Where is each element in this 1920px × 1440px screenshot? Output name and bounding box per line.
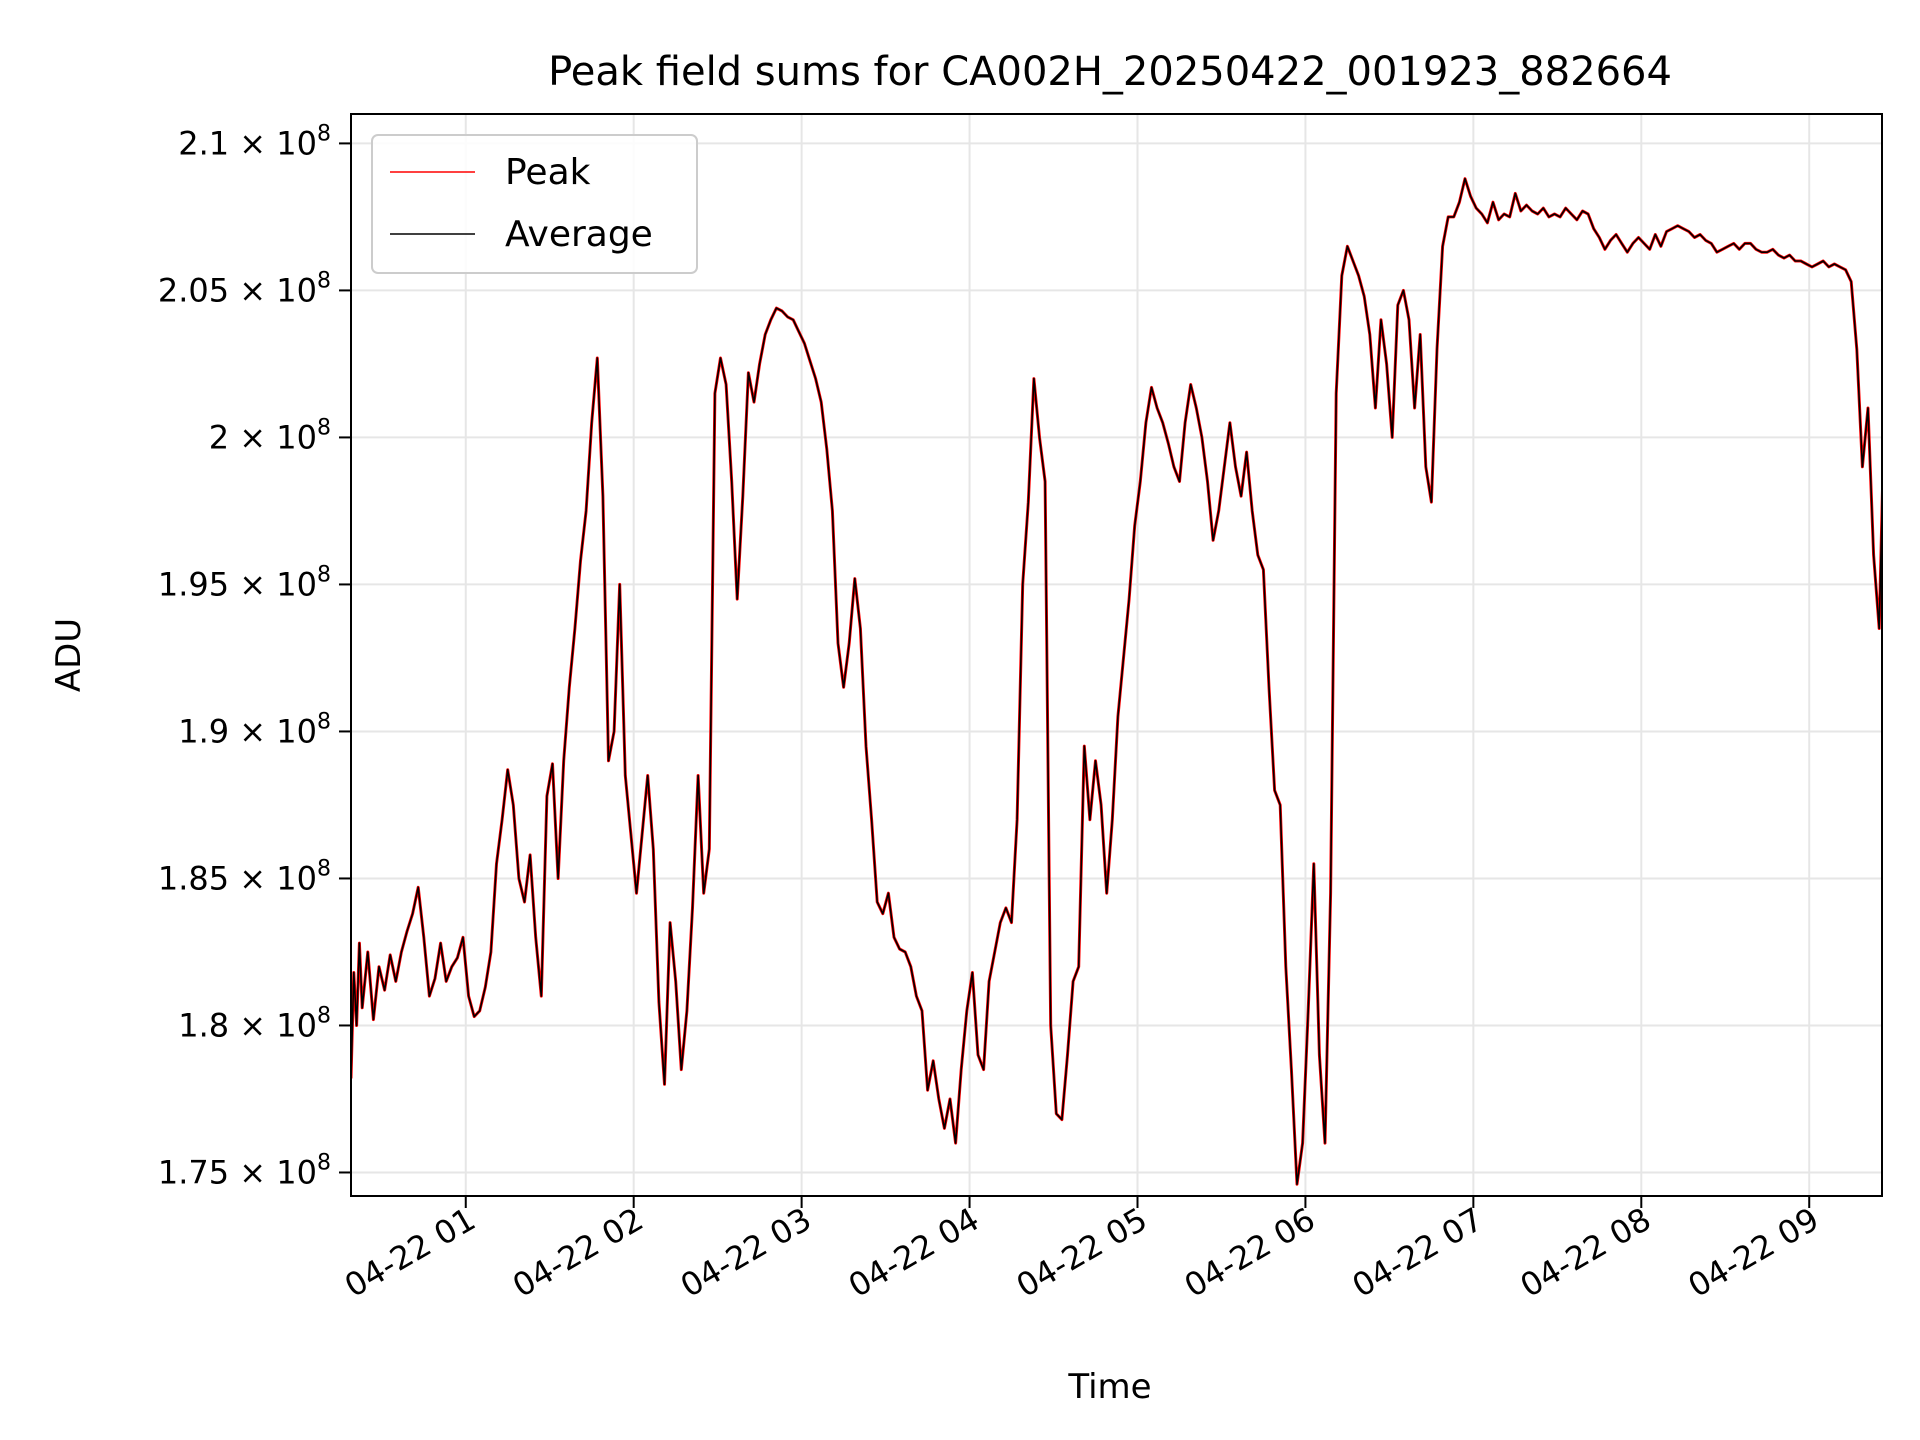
- y-tick-mantissa: 1.8: [178, 1006, 229, 1044]
- y-tick-mantissa: 2.05: [158, 271, 229, 309]
- plot-frame: [350, 113, 1883, 1197]
- y-tick-mantissa: 2: [209, 418, 229, 456]
- y-tick-multiplier: × 10: [229, 565, 317, 603]
- legend-label-average: Average: [505, 214, 653, 255]
- legend: Peak Average: [371, 134, 698, 274]
- y-axis-label: ADU: [49, 618, 89, 692]
- y-tick-exponent: 8: [317, 562, 331, 587]
- plot-area: [351, 177, 1882, 1186]
- y-tick-multiplier: × 10: [229, 1153, 317, 1191]
- y-tick-mantissa: 1.75: [158, 1153, 229, 1191]
- y-tick-mantissa: 2.1: [178, 124, 229, 162]
- grid: [351, 114, 1882, 1196]
- y-tick-label: 2 × 108: [209, 415, 331, 456]
- y-tick-exponent: 8: [317, 268, 331, 293]
- y-tick-multiplier: × 10: [229, 418, 317, 456]
- y-tick-label: 1.95 × 108: [158, 562, 331, 603]
- y-tick-exponent: 8: [317, 1150, 331, 1175]
- y-tick-mantissa: 1.95: [158, 565, 229, 603]
- y-tick-mantissa: 1.9: [178, 712, 229, 750]
- y-tick-exponent: 8: [317, 856, 331, 881]
- y-tick-label: 1.9 × 108: [178, 709, 331, 750]
- legend-label-peak: Peak: [505, 152, 591, 193]
- y-tick-label: 2.1 × 108: [178, 121, 331, 162]
- y-tick-multiplier: × 10: [229, 271, 317, 309]
- x-axis-label: Time: [1067, 1367, 1151, 1407]
- y-tick-label: 1.8 × 108: [178, 1003, 331, 1044]
- y-tick-exponent: 8: [317, 709, 331, 734]
- y-tick-multiplier: × 10: [229, 859, 317, 897]
- y-tick-label: 1.85 × 108: [158, 856, 331, 897]
- y-tick-mantissa: 1.85: [158, 859, 229, 897]
- legend-box: [371, 134, 698, 274]
- chart-title: Peak field sums for CA002H_20250422_0019…: [548, 49, 1672, 95]
- y-tick-multiplier: × 10: [229, 124, 317, 162]
- y-tick-exponent: 8: [317, 1003, 331, 1028]
- y-tick-multiplier: × 10: [229, 1006, 317, 1044]
- y-tick-exponent: 8: [317, 121, 331, 146]
- y-tick-multiplier: × 10: [229, 712, 317, 750]
- y-tick-exponent: 8: [317, 415, 331, 440]
- y-tick-label: 1.75 × 108: [158, 1150, 331, 1191]
- series-line-average: [351, 177, 1882, 1185]
- y-tick-label: 2.05 × 108: [158, 268, 331, 309]
